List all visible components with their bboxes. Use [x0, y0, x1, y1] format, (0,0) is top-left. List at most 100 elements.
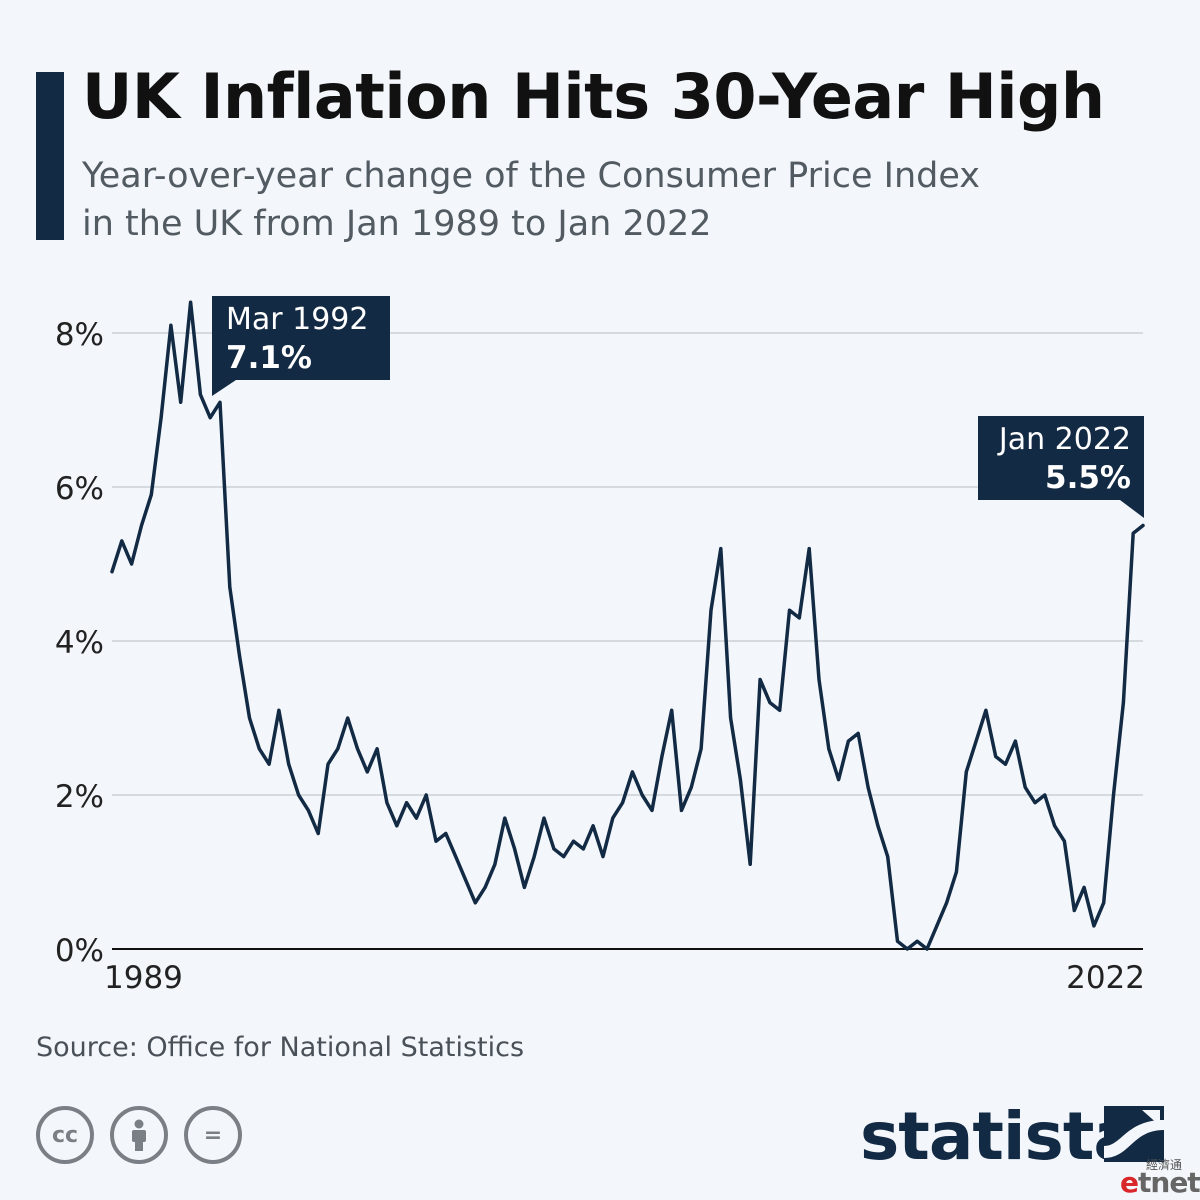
data-point — [346, 716, 350, 720]
data-point — [1082, 885, 1086, 889]
data-point — [473, 901, 477, 905]
data-point — [228, 585, 232, 589]
data-point — [729, 716, 733, 720]
statista-logo[interactable]: statista — [860, 1098, 1138, 1175]
data-point — [522, 885, 526, 889]
data-point — [385, 801, 389, 805]
data-point — [149, 493, 153, 497]
subtitle-line-1: Year-over-year change of the Consumer Pr… — [82, 156, 980, 196]
data-point — [748, 862, 752, 866]
data-point — [434, 839, 438, 843]
data-point — [719, 547, 723, 551]
data-point — [768, 701, 772, 705]
data-point — [169, 323, 173, 327]
data-point — [699, 747, 703, 751]
data-point — [208, 416, 212, 420]
data-point — [660, 755, 664, 758]
data-point — [1013, 739, 1017, 743]
data-point — [562, 855, 566, 859]
data-point — [483, 885, 487, 889]
series-line — [110, 300, 1145, 951]
data-point — [837, 778, 841, 782]
data-point — [297, 793, 301, 797]
data-point — [896, 939, 899, 943]
no-derivatives-icon[interactable]: = — [184, 1106, 242, 1164]
x-axis-tick-labels: 1989 2022 — [104, 960, 1145, 996]
callout-value: 7.1% — [226, 340, 312, 376]
data-point — [552, 847, 556, 851]
etnet-watermark-rest: tnet — [1138, 1166, 1200, 1199]
callout-box — [978, 416, 1144, 500]
data-point — [670, 708, 674, 712]
subtitle-line-2: in the UK from Jan 1989 to Jan 2022 — [82, 204, 712, 244]
data-point — [984, 708, 988, 712]
data-point — [130, 562, 134, 566]
attribution-icon[interactable] — [110, 1106, 168, 1164]
etnet-watermark-cn: 經濟通 — [1146, 1158, 1183, 1172]
series-group — [110, 300, 1145, 951]
data-point — [503, 816, 507, 820]
data-point — [1131, 531, 1135, 535]
data-point — [572, 839, 575, 843]
data-point — [356, 747, 359, 751]
data-point — [513, 847, 517, 851]
chart-title: UK Inflation Hits 30-Year High — [82, 60, 1105, 133]
data-point — [326, 762, 330, 766]
callout-pointer — [212, 376, 236, 396]
data-point — [886, 855, 890, 859]
y-tick-label: 2% — [55, 779, 104, 815]
person-icon — [132, 1119, 146, 1151]
data-point — [758, 678, 762, 681]
data-point — [591, 824, 595, 828]
data-point — [316, 832, 320, 835]
data-point — [640, 793, 644, 797]
data-point — [680, 808, 683, 812]
data-point — [120, 539, 124, 543]
data-point — [248, 716, 251, 720]
data-point — [365, 770, 369, 774]
y-tick-label: 8% — [55, 317, 104, 353]
y-tick-label: 6% — [55, 471, 104, 507]
data-point — [277, 708, 281, 712]
data-point — [846, 739, 850, 743]
data-point — [611, 816, 615, 820]
x-tick-label: 1989 — [104, 960, 183, 996]
data-point — [287, 762, 291, 766]
x-tick-label: 2022 — [1066, 960, 1145, 996]
cc-icon[interactable]: cc — [36, 1106, 94, 1164]
callout-value: 5.5% — [1045, 460, 1131, 496]
data-point — [238, 654, 242, 658]
data-point — [179, 400, 183, 404]
callout-date: Jan 2022 — [997, 422, 1131, 457]
data-point — [218, 400, 222, 404]
data-point — [1062, 839, 1066, 843]
data-point — [336, 747, 340, 751]
data-point — [876, 824, 880, 828]
y-axis-tick-labels: 0% 2% 4% 6% 8% — [55, 317, 104, 969]
data-point — [1053, 824, 1057, 828]
data-point — [797, 616, 801, 620]
data-point — [454, 855, 458, 859]
data-point — [915, 939, 919, 943]
data-point — [189, 300, 193, 304]
data-point — [621, 801, 625, 805]
data-point — [375, 747, 379, 751]
data-point — [1033, 801, 1037, 805]
callout-pointer — [1120, 496, 1144, 518]
data-point — [1004, 762, 1007, 766]
data-point — [198, 393, 202, 397]
data-point — [601, 855, 605, 859]
data-point — [444, 832, 448, 835]
data-point — [866, 785, 870, 789]
data-point — [532, 855, 536, 859]
data-point — [994, 755, 998, 758]
data-point — [827, 747, 831, 751]
data-point — [395, 824, 399, 828]
data-point — [817, 678, 821, 681]
data-point — [493, 862, 497, 866]
data-point — [414, 816, 418, 820]
data-point — [964, 770, 968, 774]
nd-icon-text: = — [203, 1122, 223, 1148]
